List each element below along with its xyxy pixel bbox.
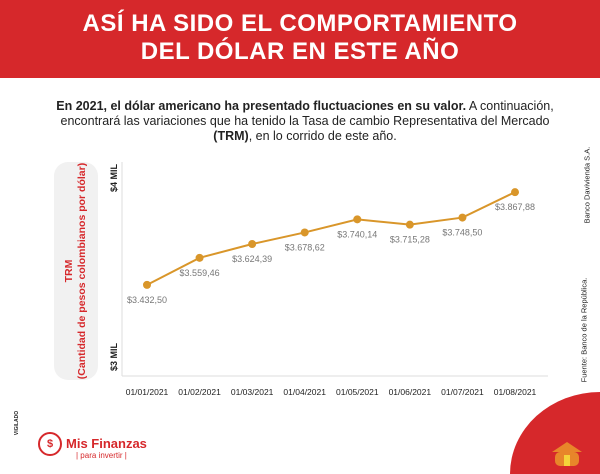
x-tick-label: 01/01/2021 xyxy=(125,387,169,397)
source-note: Fuente: Banco de la República. xyxy=(579,277,589,383)
header-banner: ASÍ HA SIDO EL COMPORTAMIENTO DEL DÓLAR … xyxy=(0,0,600,78)
data-label: $3.432,50 xyxy=(127,295,167,305)
bank-credit: Banco Davivienda S.A. xyxy=(582,146,592,224)
title-line-2: DEL DÓLAR EN ESTE AÑO xyxy=(140,38,460,65)
data-label: $3.740,14 xyxy=(337,229,377,239)
intro-normal: A continuación, encontrará las variacion… xyxy=(60,99,554,128)
data-label: $3.715,28 xyxy=(390,235,430,245)
intro-bold: En 2021, el dólar americano ha presentad… xyxy=(56,99,467,113)
data-label: $3.867,88 xyxy=(495,202,535,212)
x-tick-label: 01/05/2021 xyxy=(336,387,379,397)
data-point xyxy=(458,213,467,222)
intro-end: , en lo corrido de este año. xyxy=(248,129,397,143)
data-point xyxy=(511,188,519,197)
data-label: $3.624,39 xyxy=(232,254,272,264)
x-tick-label: 01/03/2021 xyxy=(230,387,274,397)
title-line-1: ASÍ HA SIDO EL COMPORTAMIENTO xyxy=(82,10,518,37)
data-point xyxy=(405,220,414,229)
data-label: $3.559,46 xyxy=(180,268,220,278)
data-point xyxy=(248,240,257,249)
intro-text: En 2021, el dólar americano ha presentad… xyxy=(40,99,570,144)
brand-name: Mis Finanzas xyxy=(66,436,147,451)
x-tick-label: 01/06/2021 xyxy=(388,387,432,397)
data-label: $3.678,62 xyxy=(285,242,325,252)
x-tick-label: 01/07/2021 xyxy=(441,387,484,397)
data-point xyxy=(300,228,309,237)
brand-tagline: | para invertir | xyxy=(76,451,127,460)
series-line xyxy=(146,191,516,286)
data-point xyxy=(143,280,151,289)
data-point xyxy=(195,253,204,262)
y-label-panel xyxy=(54,162,98,380)
x-tick-label: 01/02/2021 xyxy=(178,387,221,397)
dollar-icon: $ xyxy=(38,432,62,456)
intro-trm: (TRM) xyxy=(213,129,249,143)
data-label: $3.748,50 xyxy=(442,228,482,238)
x-tick-label: 01/04/2021 xyxy=(283,387,326,397)
davivienda-house-logo xyxy=(552,442,582,466)
x-tick-label: 01/08/2021 xyxy=(493,387,537,397)
vigilado-mark: VIGILADO xyxy=(14,410,20,436)
data-point xyxy=(353,215,362,224)
